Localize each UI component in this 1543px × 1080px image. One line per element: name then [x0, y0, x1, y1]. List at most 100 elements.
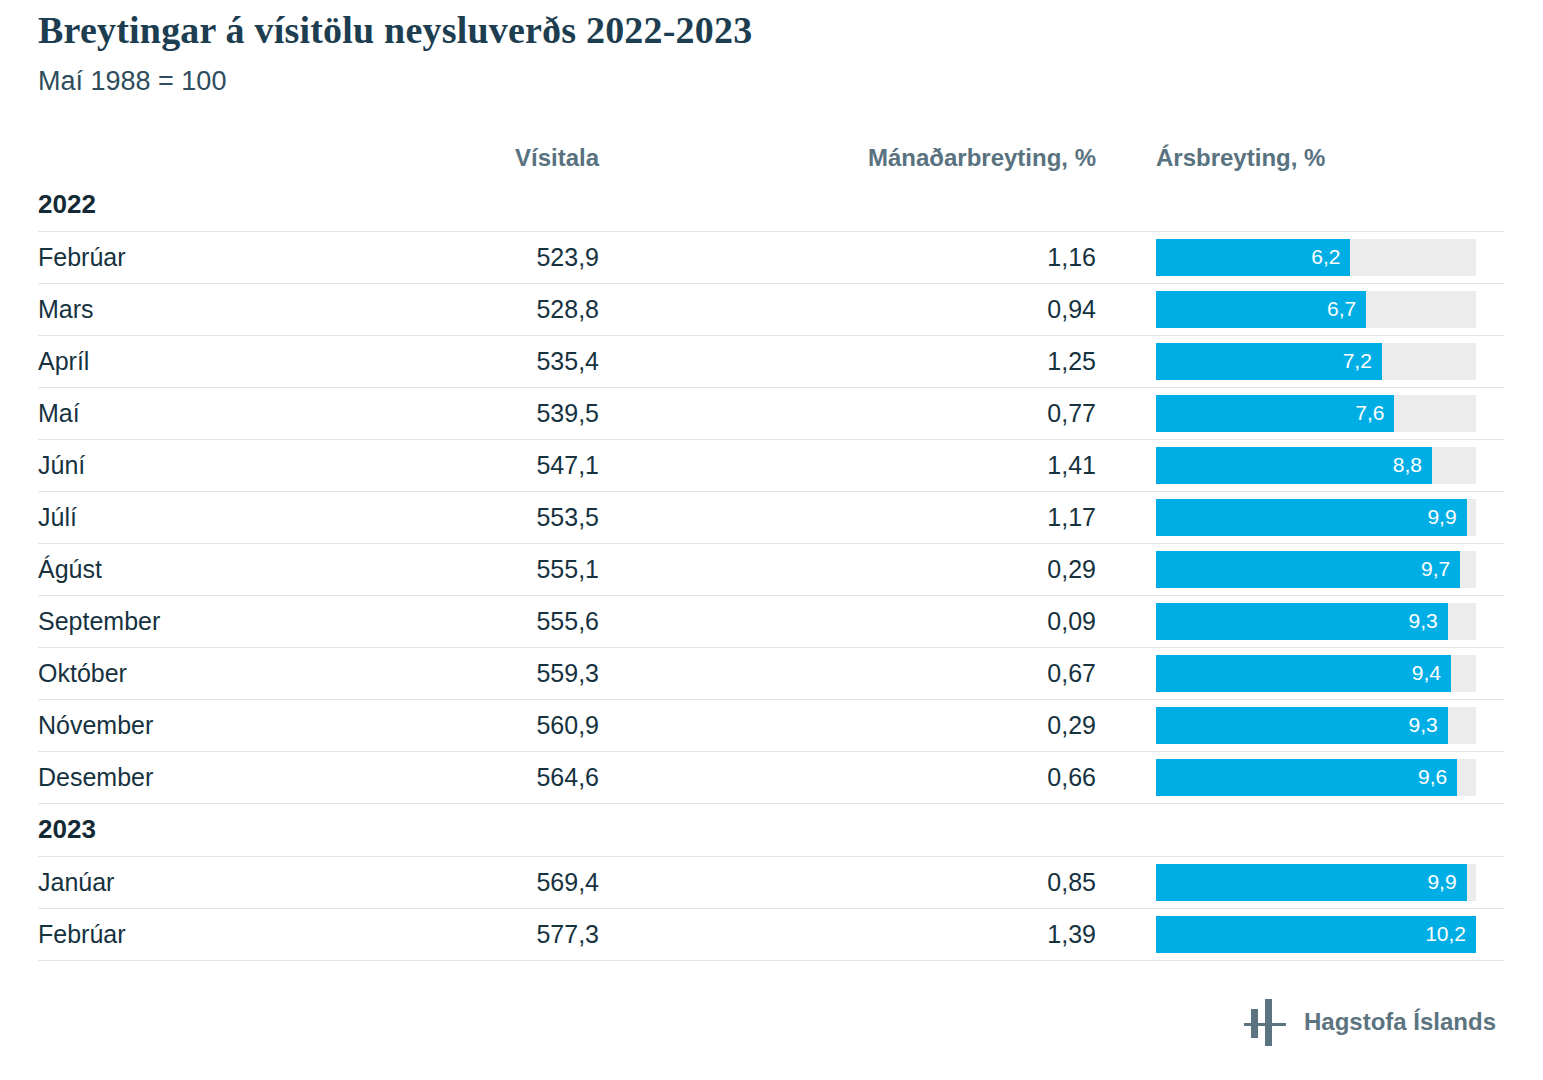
visitala-cell: 564,6 — [338, 763, 599, 792]
annual-change-bar: 6,7 — [1156, 291, 1366, 328]
monthly-change-cell: 0,66 — [599, 763, 1096, 792]
annual-change-bar-track: 9,3 — [1156, 707, 1476, 744]
table-row: Maí539,50,77 7,6 — [38, 388, 1504, 440]
bar-value-label: 9,3 — [1409, 609, 1438, 633]
month-cell: Febrúar — [38, 243, 338, 272]
monthly-change-cell: 1,16 — [599, 243, 1096, 272]
month-cell: Mars — [38, 295, 338, 324]
bar-value-label: 7,2 — [1343, 349, 1372, 373]
month-cell: Júní — [38, 451, 338, 480]
bar-value-label: 7,6 — [1355, 401, 1384, 425]
table-header-row: Vísitala Mánaðarbreyting, % Ársbreyting,… — [38, 137, 1504, 179]
annual-change-bar-track: 9,9 — [1156, 864, 1476, 901]
annual-change-bar-cell: 6,2 — [1156, 239, 1476, 276]
annual-change-bar-track: 9,9 — [1156, 499, 1476, 536]
monthly-change-cell: 0,29 — [599, 711, 1096, 740]
annual-change-bar: 9,6 — [1156, 759, 1457, 796]
annual-change-bar-track: 10,2 — [1156, 916, 1476, 953]
annual-change-bar: 9,4 — [1156, 655, 1451, 692]
table-row: Mars528,80,946,7 — [38, 284, 1504, 336]
annual-change-bar-track: 6,7 — [1156, 291, 1476, 328]
bar-value-label: 6,7 — [1327, 297, 1356, 321]
annual-change-bar-cell: 9,9 — [1156, 864, 1476, 901]
visitala-cell: 555,6 — [338, 607, 599, 636]
annual-change-bar: 9,7 — [1156, 551, 1460, 588]
table-row: Október559,30,679,4 — [38, 648, 1504, 700]
page-title: Breytingar á vísitölu neysluverðs 2022-2… — [38, 8, 1504, 54]
bar-value-label: 9,6 — [1418, 765, 1447, 789]
annual-change-bar: 10,2 — [1156, 916, 1476, 953]
bar-value-label: 9,3 — [1409, 713, 1438, 737]
monthly-change-cell: 0,29 — [599, 555, 1096, 584]
monthly-change-cell: 1,25 — [599, 347, 1096, 376]
table-row: Apríl535,41,257,2 — [38, 336, 1504, 388]
annual-change-bar-cell: 9,4 — [1156, 655, 1476, 692]
annual-change-bar-track: 9,3 — [1156, 603, 1476, 640]
table-row: Desember564,60,669,6 — [38, 752, 1504, 804]
visitala-cell: 577,3 — [338, 920, 599, 949]
annual-change-bar-track: 7,6 — [1156, 395, 1476, 432]
monthly-change-cell: 1,17 — [599, 503, 1096, 532]
annual-change-bar-cell: 7,6 — [1156, 395, 1476, 432]
annual-change-bar-track: 7,2 — [1156, 343, 1476, 380]
annual-change-bar: 8,8 — [1156, 447, 1432, 484]
column-header-annual-change: Ársbreyting, % — [1096, 144, 1504, 172]
annual-change-bar-cell: 9,6 — [1156, 759, 1476, 796]
hagstofa-islands-logo-icon — [1244, 998, 1286, 1046]
page-subtitle: Maí 1988 = 100 — [38, 66, 1504, 97]
monthly-change-cell: 0,85 — [599, 868, 1096, 897]
annual-change-bar-track: 9,6 — [1156, 759, 1476, 796]
annual-change-bar-cell: 8,8 — [1156, 447, 1476, 484]
annual-change-bar-cell: 6,7 — [1156, 291, 1476, 328]
footer-publisher-name: Hagstofa Íslands — [1304, 1008, 1496, 1036]
bar-value-label: 9,4 — [1412, 661, 1441, 685]
bar-value-label: 9,7 — [1421, 557, 1450, 581]
logo-crossbar — [1244, 1023, 1286, 1026]
annual-change-bar-cell: 9,9 — [1156, 499, 1476, 536]
annual-change-bar-cell: 10,2 — [1156, 916, 1476, 953]
annual-change-bar: 9,9 — [1156, 864, 1467, 901]
annual-change-bar-track: 9,4 — [1156, 655, 1476, 692]
annual-change-bar: 6,2 — [1156, 239, 1350, 276]
month-cell: Ágúst — [38, 555, 338, 584]
visitala-cell: 553,5 — [338, 503, 599, 532]
table-row: Júlí553,51,17 9,9 — [38, 492, 1504, 544]
visitala-cell: 547,1 — [338, 451, 599, 480]
table-row: Nóvember560,90,29 9,3 — [38, 700, 1504, 752]
annual-change-bar-cell: 9,7 — [1156, 551, 1476, 588]
annual-change-bar-cell: 7,2 — [1156, 343, 1476, 380]
table-row: Febrúar577,31,3910,2 — [38, 909, 1504, 961]
year-label: 2022 — [38, 179, 1504, 232]
table-row: Febrúar523,91,166,2 — [38, 232, 1504, 284]
visitala-cell: 528,8 — [338, 295, 599, 324]
monthly-change-cell: 0,67 — [599, 659, 1096, 688]
annual-change-bar-track: 6,2 — [1156, 239, 1476, 276]
annual-change-bar-track: 8,8 — [1156, 447, 1476, 484]
annual-change-bar-track: 9,7 — [1156, 551, 1476, 588]
visitala-cell: 539,5 — [338, 399, 599, 428]
table-row: Júní547,11,418,8 — [38, 440, 1504, 492]
annual-change-bar-cell: 9,3 — [1156, 603, 1476, 640]
monthly-change-cell: 1,39 — [599, 920, 1096, 949]
footer: Hagstofa Íslands — [38, 998, 1504, 1046]
month-cell: Júlí — [38, 503, 338, 532]
month-cell: Janúar — [38, 868, 338, 897]
page: Breytingar á vísitölu neysluverðs 2022-2… — [0, 0, 1543, 1046]
bar-value-label: 10,2 — [1425, 922, 1466, 946]
bar-value-label: 6,2 — [1311, 245, 1340, 269]
month-cell: Október — [38, 659, 338, 688]
table-row: Ágúst555,10,299,7 — [38, 544, 1504, 596]
table-row: September555,60,099,3 — [38, 596, 1504, 648]
year-label: 2023 — [38, 804, 1504, 857]
visitala-cell: 560,9 — [338, 711, 599, 740]
bar-value-label: 9,9 — [1427, 870, 1456, 894]
annual-change-bar: 7,6 — [1156, 395, 1394, 432]
monthly-change-cell: 0,09 — [599, 607, 1096, 636]
monthly-change-cell: 0,77 — [599, 399, 1096, 428]
annual-change-bar: 9,3 — [1156, 707, 1448, 744]
visitala-cell: 569,4 — [338, 868, 599, 897]
bar-value-label: 9,9 — [1427, 505, 1456, 529]
month-cell: Nóvember — [38, 711, 338, 740]
column-header-visitala: Vísitala — [338, 144, 599, 172]
month-cell: Maí — [38, 399, 338, 428]
